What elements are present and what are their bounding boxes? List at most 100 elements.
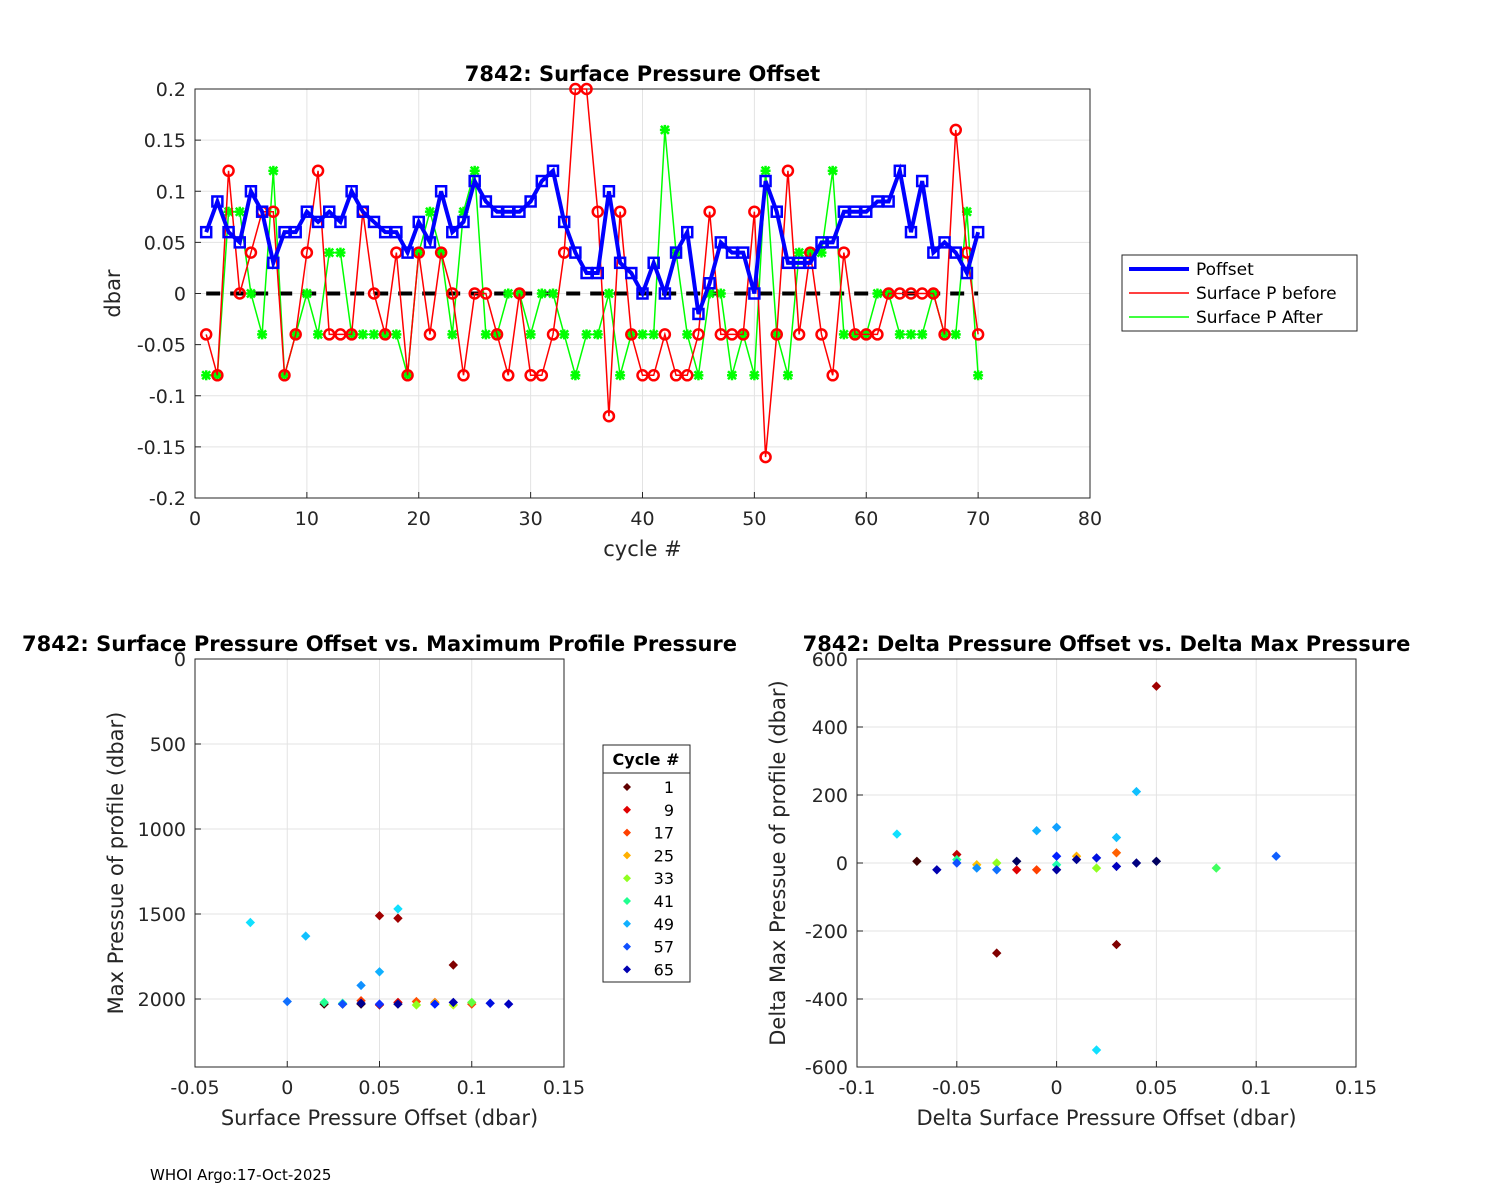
axes-frame	[194, 88, 1091, 499]
poffset-marker	[323, 205, 336, 218]
y-tick-label: -0.1	[149, 386, 186, 408]
surface-after-marker	[637, 329, 648, 340]
surface-after-marker	[245, 288, 256, 299]
legend-label: 65	[654, 960, 674, 979]
poffset-marker	[513, 205, 526, 218]
x-tick-label: 0.15	[1335, 1077, 1377, 1099]
surface-after-marker	[369, 329, 379, 340]
surface-before-marker	[378, 328, 392, 341]
x-tick-label: 80	[1078, 508, 1102, 530]
data-point	[1071, 854, 1082, 865]
poffset-marker	[199, 225, 213, 239]
surface-before-marker	[815, 328, 828, 341]
surface-after-marker	[201, 370, 212, 381]
surface-after-marker	[301, 288, 312, 299]
asterisk-stroke	[917, 329, 928, 340]
asterisk-stroke	[525, 329, 536, 340]
poffset-marker	[390, 225, 403, 239]
poffset-marker	[434, 185, 448, 198]
data-point	[1091, 853, 1102, 863]
legend-box	[602, 744, 691, 983]
asterisk-stroke	[592, 329, 603, 340]
poffset-marker	[893, 164, 907, 178]
poffset-marker	[535, 174, 549, 188]
y-axis-label: dbar	[101, 269, 125, 318]
footer-credit: WHOI Argo:17-Oct-2025	[150, 1166, 332, 1184]
surface-before-marker	[278, 369, 291, 382]
legend-marker	[623, 965, 631, 974]
poffset-marker	[211, 195, 224, 208]
surface-after-marker	[324, 247, 335, 258]
asterisk-stroke	[760, 165, 771, 176]
legend-label: Poffset	[1196, 260, 1254, 280]
chart-title: 7842: Surface Pressure Offset vs. Maximu…	[22, 632, 737, 656]
y-tick-label: 0.05	[144, 232, 186, 254]
surface-before-marker	[837, 246, 851, 259]
data-point	[374, 910, 385, 921]
surface-before-marker	[759, 450, 772, 464]
data-point	[1051, 865, 1062, 875]
surface-before-marker	[502, 369, 515, 382]
x-tick-label: 0	[189, 508, 201, 530]
surface-before-marker	[535, 369, 549, 382]
surface-after-marker	[357, 329, 368, 340]
x-tick-label: 0	[1051, 1077, 1063, 1099]
data-point	[467, 997, 477, 1008]
poffset-marker	[423, 236, 437, 249]
data-point	[356, 980, 366, 991]
asterisk-stroke	[201, 370, 212, 381]
surface-before-marker	[401, 369, 414, 382]
x-tick-label: -0.05	[170, 1077, 219, 1099]
asterisk-stroke	[648, 329, 659, 340]
data-point	[1111, 832, 1122, 843]
data-point	[1111, 861, 1122, 872]
asterisk-stroke	[827, 165, 838, 176]
asterisk-stroke	[872, 288, 883, 299]
poffset-marker	[915, 174, 929, 188]
poffset-marker	[681, 225, 694, 239]
x-axis-label: Surface Pressure Offset (dbar)	[221, 1106, 538, 1130]
poffset-marker	[289, 225, 302, 239]
poffset-marker	[546, 164, 560, 178]
asterisk-stroke	[581, 329, 592, 340]
chart-title: 7842: Surface Pressure Offset	[465, 62, 820, 86]
data-point	[356, 998, 366, 1008]
data-point	[485, 998, 495, 1008]
legend-marker	[623, 828, 631, 837]
data-point	[1031, 825, 1042, 836]
poffset-marker	[267, 256, 280, 270]
asterisk-stroke	[559, 329, 570, 340]
poffset-marker	[613, 256, 627, 270]
asterisk-stroke	[973, 370, 984, 381]
surface-before-marker	[748, 205, 761, 218]
asterisk-stroke	[425, 206, 435, 217]
surface-before-marker	[938, 328, 951, 341]
x-tick-label: 0	[281, 1077, 293, 1099]
legend-label: 9	[664, 801, 674, 820]
surface-before-marker	[311, 164, 325, 178]
legend: Poffset Surface P before Surface P After	[1121, 254, 1358, 332]
asterisk-stroke	[313, 329, 323, 340]
surface-before-marker	[613, 205, 627, 218]
surface-before-marker	[580, 82, 593, 96]
surface-after-marker	[872, 288, 883, 299]
y-tick-label: 0.15	[144, 130, 186, 152]
surface-before-marker	[222, 164, 235, 178]
legend-label: 33	[654, 869, 674, 888]
poffset-marker	[300, 205, 314, 218]
poffset-marker	[669, 246, 683, 259]
surface-after-marker	[480, 329, 491, 340]
poffset-marker	[647, 256, 660, 270]
surface-after-marker	[592, 329, 603, 340]
x-tick-label: 40	[630, 508, 654, 530]
surface-before-marker	[736, 328, 750, 341]
asterisk-stroke	[816, 247, 827, 258]
y-tick-label: 600	[812, 649, 848, 671]
surface-before-marker	[971, 328, 985, 341]
poffset-marker	[244, 185, 258, 198]
asterisk-stroke	[783, 370, 793, 381]
surface-after-marker	[503, 288, 514, 299]
surface-after-marker	[648, 329, 659, 340]
asterisk-stroke	[749, 370, 760, 381]
poffset-marker	[479, 195, 493, 208]
